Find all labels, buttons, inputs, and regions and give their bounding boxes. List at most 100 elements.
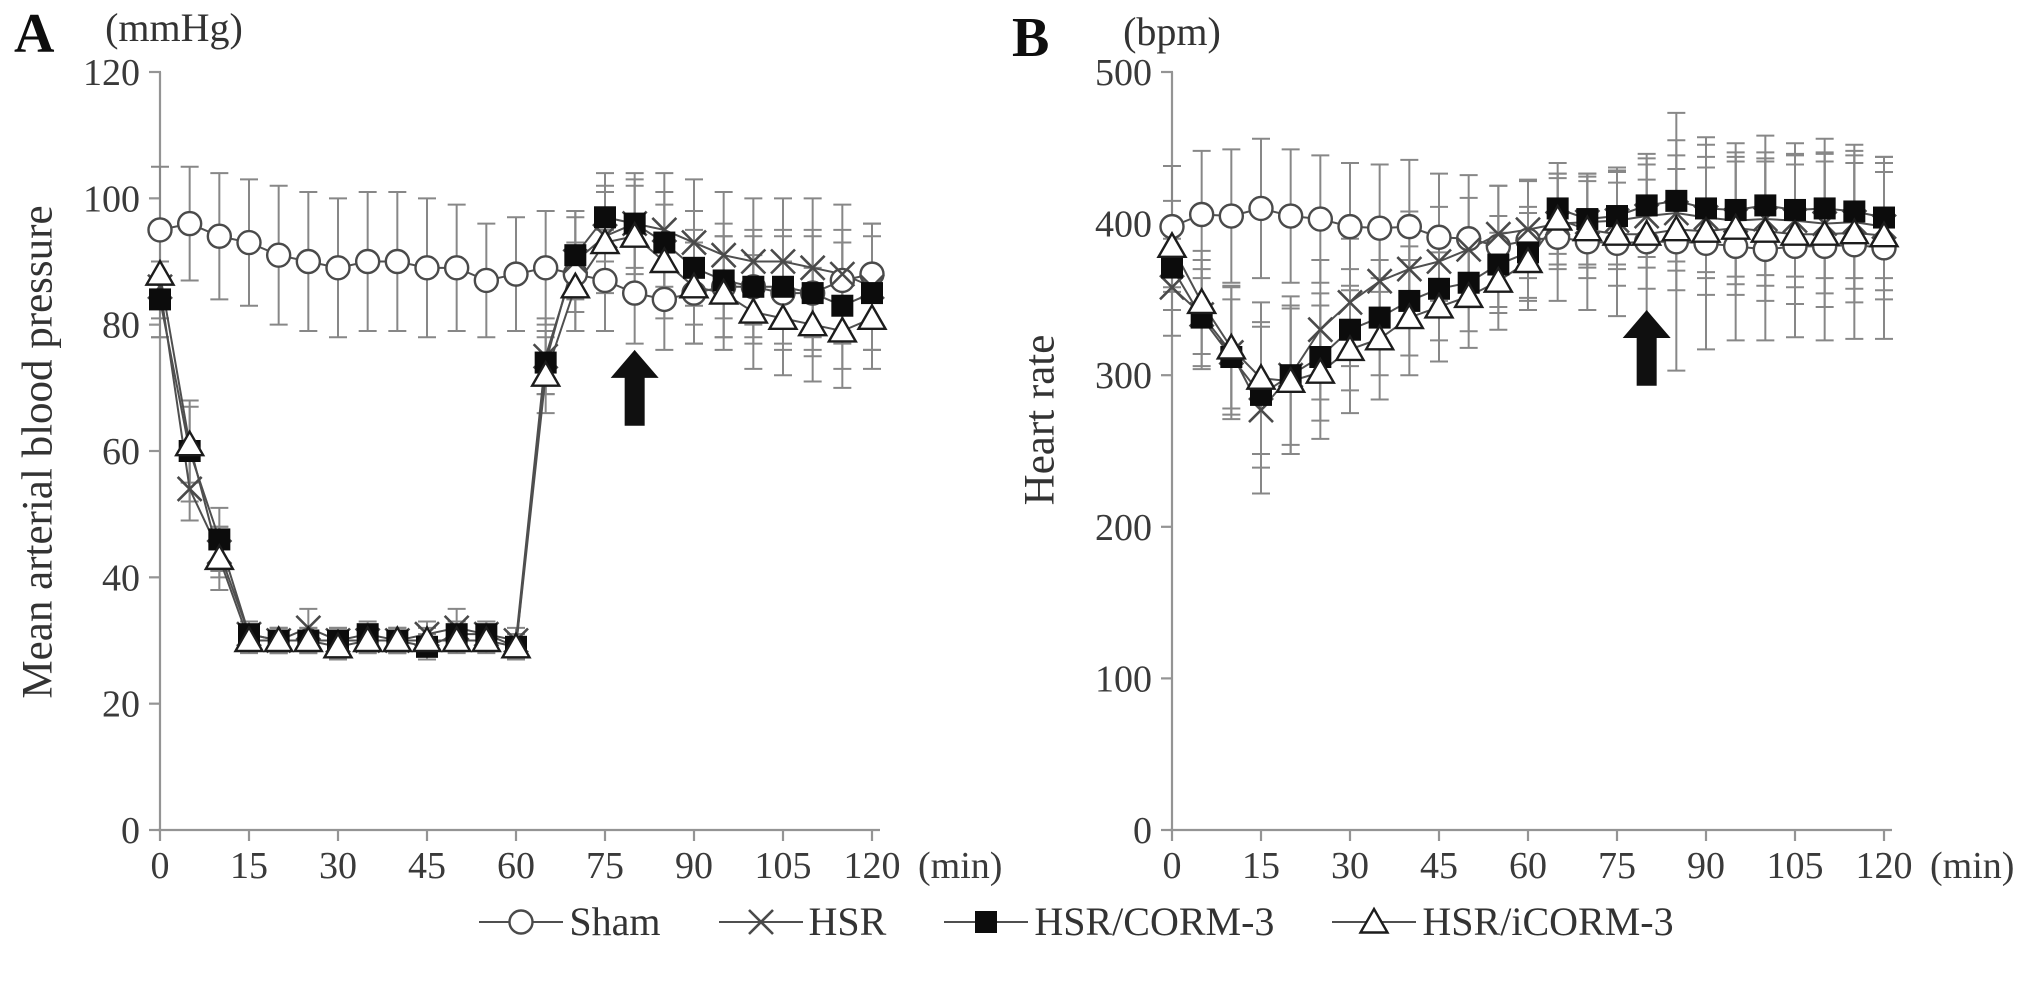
- circle-marker: [1218, 203, 1245, 229]
- circle-marker: [354, 248, 381, 275]
- legend-item-hsr-corm-3: HSR/CORM-3: [942, 898, 1274, 945]
- triangle-marker: [500, 631, 532, 659]
- x-marker: [1485, 221, 1512, 248]
- triangle-marker: [619, 220, 651, 248]
- circle-marker: [1455, 226, 1482, 252]
- circle-marker: [532, 255, 559, 281]
- x-tick-label: 60: [497, 845, 535, 887]
- square-marker: [742, 275, 765, 298]
- triangle-marker: [441, 625, 473, 653]
- square-marker: [1843, 200, 1866, 223]
- circle-marker: [1426, 224, 1452, 250]
- y-tick-label: 500: [1095, 52, 1152, 94]
- y-tick-label: 0: [1133, 810, 1152, 852]
- x-marker: [740, 248, 767, 275]
- circle-marker: [473, 267, 500, 294]
- x-marker: [799, 254, 826, 281]
- triangle-marker: [1838, 217, 1870, 245]
- triangle-marker: [470, 625, 502, 653]
- x-marker: [1307, 316, 1334, 343]
- x-tick-label: 30: [319, 845, 357, 887]
- triangle-marker: [826, 315, 858, 343]
- square-marker: [975, 910, 998, 933]
- intervention-arrow: [1622, 310, 1671, 386]
- square-marker: [683, 256, 705, 279]
- triangle-marker: [678, 271, 710, 299]
- triangle-marker: [1868, 220, 1900, 248]
- intervention-arrow: [610, 349, 659, 426]
- square-marker: [1428, 277, 1450, 300]
- square-marker: [1398, 289, 1421, 312]
- legend-item-hsr: HSR: [717, 898, 887, 945]
- x-marker: [1426, 248, 1452, 275]
- triangle-marker: [1215, 332, 1247, 360]
- y-tick-label: 0: [121, 810, 140, 852]
- legend-item-hsr-icorm-3: HSR/iCORM-3: [1330, 898, 1674, 945]
- triangle-marker: [292, 625, 324, 653]
- x-tick-label: 0: [1163, 845, 1182, 887]
- square-marker: [1665, 189, 1688, 212]
- y-tick-label: 100: [1095, 658, 1152, 700]
- triangle-marker: [1809, 218, 1841, 246]
- panel-a: 0 20 40 60 80 100 120 0 15 30 45 60 75 90 105 120 (min): [83, 52, 1002, 887]
- triangle-marker: [1393, 302, 1425, 330]
- circle-marker: [503, 261, 529, 287]
- y-tick-label: 20: [102, 684, 140, 726]
- x-marker: [681, 229, 707, 256]
- triangle-marker: [1601, 218, 1633, 246]
- panel-b-y-unit-label: (bpm): [1123, 9, 1221, 54]
- y-tick-label: 200: [1095, 507, 1152, 549]
- x-tick-label: 45: [408, 845, 446, 887]
- triangle-marker: [1779, 218, 1811, 246]
- triangle-marker: [1358, 906, 1390, 934]
- square-marker: [1784, 198, 1806, 221]
- y-tick-label: 80: [102, 305, 140, 347]
- circle-marker: [384, 248, 411, 275]
- x-tick-label: 105: [1767, 845, 1824, 887]
- triangle-marker: [708, 277, 740, 305]
- circle-marker: [443, 255, 470, 281]
- triangle-marker: [856, 302, 888, 331]
- y-tick-label: 400: [1095, 204, 1152, 246]
- y-tick-label: 120: [83, 52, 140, 94]
- panel-a-y-axis-title: Mean arterial blood pressure: [14, 205, 62, 699]
- sham-circle-marker-icon: [479, 908, 564, 935]
- square-marker: [1161, 256, 1183, 279]
- x-unit-label: (min): [918, 845, 1002, 887]
- circle-marker: [206, 223, 233, 249]
- square-marker: [801, 282, 824, 305]
- x-tick-label: 105: [755, 845, 812, 887]
- triangle-marker: [1482, 265, 1514, 293]
- triangle-marker: [352, 625, 384, 653]
- triangle-marker: [1660, 214, 1692, 242]
- circle-marker: [1337, 213, 1363, 240]
- square-marker: [653, 231, 676, 254]
- circle-marker: [1277, 203, 1304, 229]
- x-marker: [710, 242, 737, 269]
- panel-a-y-unit-label: (mmHg): [105, 5, 243, 50]
- triangle-marker: [1275, 365, 1307, 393]
- panel-b-letter: B: [1012, 7, 1050, 69]
- x-tick-label: 90: [675, 845, 713, 887]
- triangle-marker: [1156, 230, 1188, 259]
- legend-item-sham: Sham: [477, 898, 661, 945]
- y-tick-label: 60: [102, 431, 140, 473]
- square-marker: [564, 244, 587, 267]
- triangle-marker: [1364, 323, 1396, 351]
- triangle-marker: [322, 631, 354, 659]
- triangle-marker: [1186, 287, 1218, 315]
- triangle-marker: [1542, 203, 1574, 231]
- triangle-marker: [648, 246, 680, 274]
- x-tick-label: 90: [1687, 845, 1725, 887]
- circle-marker: [1366, 215, 1393, 241]
- circle-marker: [592, 267, 618, 294]
- x-tick-label: 0: [151, 845, 170, 887]
- square-marker: [1339, 318, 1361, 341]
- legend-label-hsr: HSR: [808, 899, 887, 944]
- triangle-marker: [1304, 356, 1336, 384]
- x-marker: [176, 475, 203, 502]
- x-marker: [1396, 256, 1423, 282]
- y-tick-label: 300: [1095, 355, 1152, 397]
